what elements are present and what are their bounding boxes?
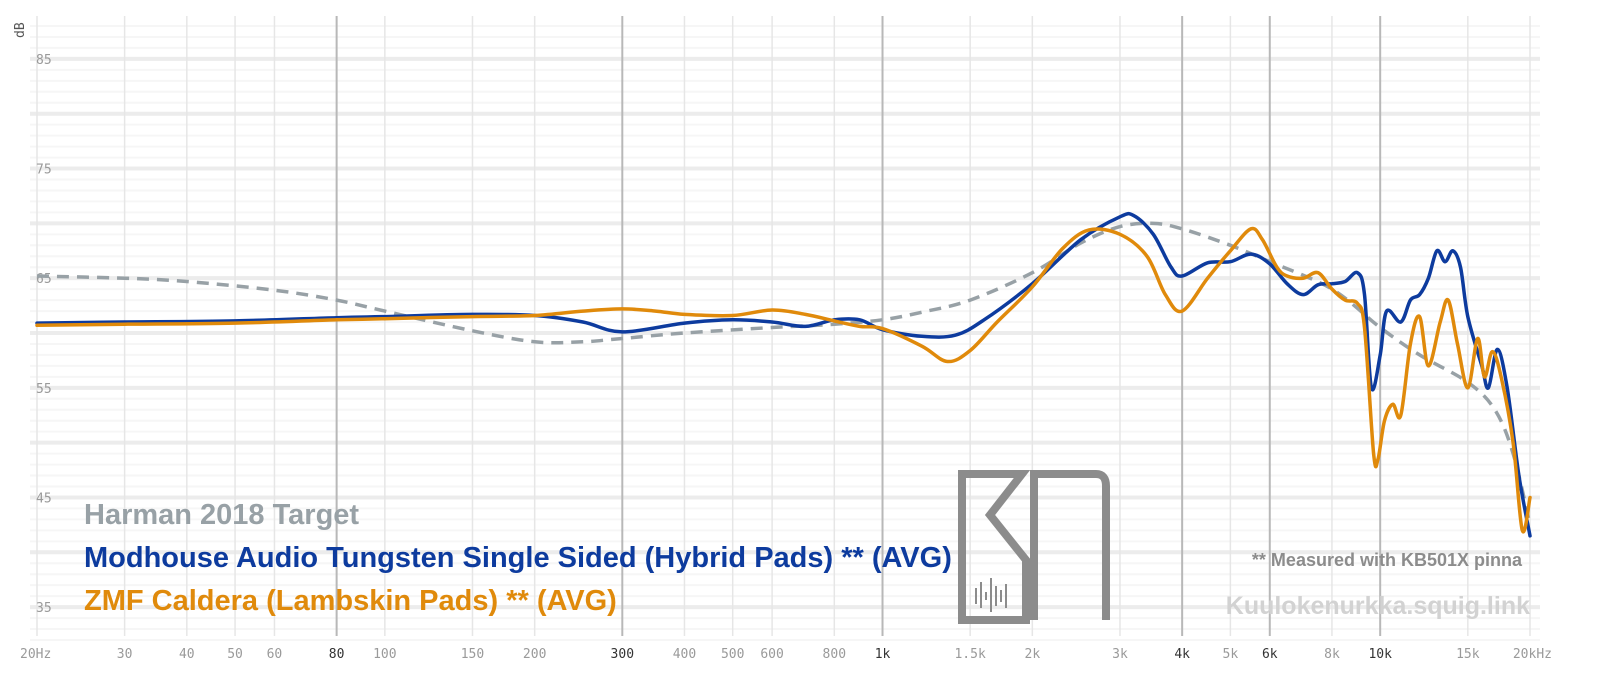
x-tick-label: 80 xyxy=(329,647,345,662)
x-tick-label: 600 xyxy=(760,647,783,662)
y-tick-label: 75 xyxy=(36,163,52,178)
x-tick-label: 10k xyxy=(1368,647,1392,662)
y-tick-label: 55 xyxy=(36,382,52,397)
kn-logo xyxy=(958,470,1110,624)
x-tick-label: 6k xyxy=(1262,647,1278,662)
x-tick-label: 500 xyxy=(721,647,744,662)
x-tick-label: 150 xyxy=(461,647,484,662)
site-watermark: Kuulokenurkka.squig.link xyxy=(1226,592,1530,620)
series-line-target xyxy=(36,221,1532,526)
series-line-tungsten xyxy=(35,211,1532,538)
x-tick-label: 400 xyxy=(673,647,696,662)
x-axis-ticks: 20Hz 30 40 50 60 80 100 150 200 300 400 500 600 800 1k… xyxy=(20,647,1552,662)
x-tick-label: 20kHz xyxy=(1513,647,1552,662)
x-tick-label: 200 xyxy=(523,647,546,662)
y-tick-label: 85 xyxy=(36,53,52,68)
x-tick-label: 300 xyxy=(611,647,634,662)
y-tick-label: 45 xyxy=(36,491,52,506)
x-tick-label: 4k xyxy=(1174,647,1190,662)
x-tick-label: 5k xyxy=(1223,647,1239,662)
x-tick-label: 20Hz xyxy=(20,647,51,662)
y-tick-label: 35 xyxy=(36,601,52,616)
x-tick-label: 15k xyxy=(1456,647,1480,662)
legend-entry-caldera: ZMF Caldera (Lambskin Pads) ** (AVG) xyxy=(84,585,617,617)
x-gridlines xyxy=(36,16,1531,636)
measurement-note: ** Measured with KB501X pinna xyxy=(1252,550,1523,570)
x-tick-label: 3k xyxy=(1112,647,1128,662)
y-axis-label: dB xyxy=(13,22,28,38)
legend-entry-target: Harman 2018 Target xyxy=(84,499,359,531)
x-tick-label: 60 xyxy=(267,647,283,662)
x-tick-label: 100 xyxy=(373,647,396,662)
minor-gridlines xyxy=(30,25,1540,641)
series-layer xyxy=(35,211,1532,538)
x-tick-label: 1.5k xyxy=(954,647,985,662)
legend-entry-tungsten: Modhouse Audio Tungsten Single Sided (Hy… xyxy=(84,542,952,574)
x-tick-label: 2k xyxy=(1025,647,1041,662)
x-tick-label: 8k xyxy=(1324,647,1340,662)
x-tick-label: 800 xyxy=(823,647,846,662)
series-line-caldera xyxy=(35,226,1532,534)
x-tick-label: 50 xyxy=(227,647,243,662)
x-tick-label: 40 xyxy=(179,647,195,662)
x-tick-label: 30 xyxy=(117,647,133,662)
x-tick-label: 1k xyxy=(875,647,891,662)
